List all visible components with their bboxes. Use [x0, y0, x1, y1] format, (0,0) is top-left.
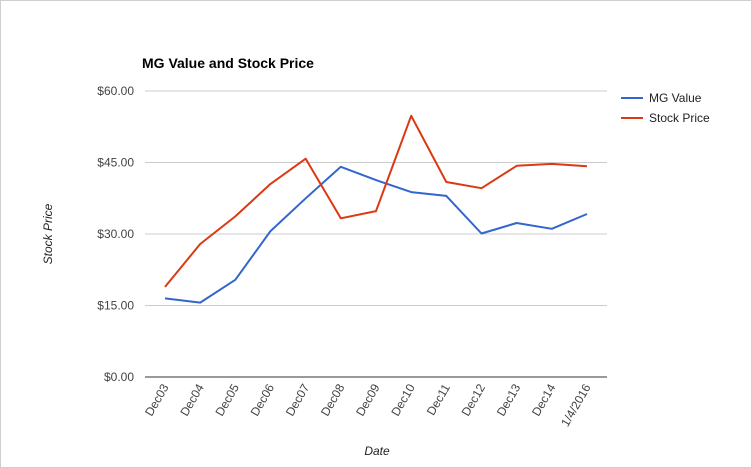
y-tick-label: $15.00	[97, 299, 134, 313]
x-axis-ticks: Dec03 Dec04 Dec05 Dec06 Dec07 Dec08 Dec09 Dec10…	[142, 381, 594, 429]
x-tick-label: Dec09	[353, 381, 383, 418]
legend: MG Value Stock Price	[621, 91, 710, 125]
x-tick-label: Dec07	[283, 381, 313, 418]
y-axis-ticks: $0.00 $15.00 $30.00 $45.00 $60.00	[97, 84, 134, 384]
series-lines	[164, 114, 588, 304]
x-tick-label: Dec05	[212, 381, 242, 418]
x-tick-label: Dec06	[248, 381, 278, 418]
x-tick-label: Dec08	[318, 381, 348, 418]
x-axis-title: Date	[364, 444, 390, 458]
chart-title: MG Value and Stock Price	[142, 55, 314, 71]
x-tick-label: Dec04	[177, 381, 207, 418]
x-tick-label: Dec12	[459, 381, 489, 418]
x-tick-label: Dec13	[494, 381, 524, 418]
legend-label: MG Value	[649, 91, 702, 105]
series-line-stock-price	[164, 114, 588, 288]
grid-lines	[145, 90, 607, 378]
y-tick-label: $30.00	[97, 227, 134, 241]
y-tick-label: $45.00	[97, 156, 134, 170]
x-tick-label: 1/4/2016	[558, 381, 594, 429]
y-tick-label: $60.00	[97, 84, 134, 98]
x-tick-label: Dec03	[142, 381, 172, 418]
series-line-mg-value	[164, 165, 588, 304]
x-tick-label: Dec10	[388, 381, 418, 418]
y-tick-label: $0.00	[104, 370, 134, 384]
x-tick-label: Dec11	[424, 381, 453, 418]
legend-label: Stock Price	[649, 111, 710, 125]
x-tick-label: Dec14	[529, 381, 559, 418]
y-axis-title: Stock Price	[41, 203, 55, 264]
